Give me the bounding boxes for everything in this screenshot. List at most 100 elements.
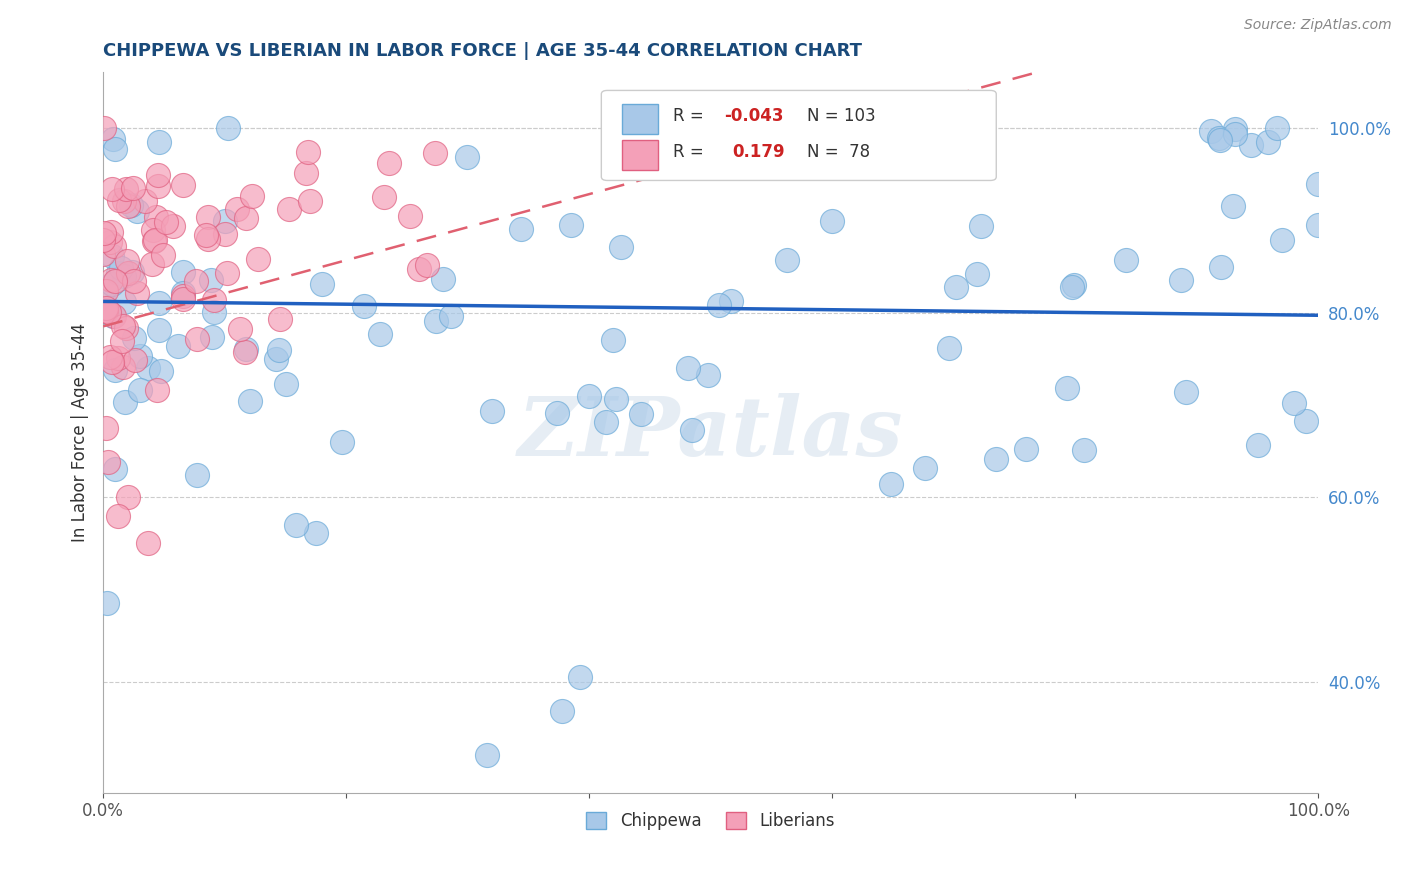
Point — [709, 298, 731, 312]
Point — [1056, 381, 1078, 395]
Point — [94, 421, 117, 435]
Point — [229, 322, 252, 336]
Point — [509, 222, 531, 236]
Point — [416, 258, 439, 272]
Point — [107, 508, 129, 523]
Point — [938, 341, 960, 355]
Point — [103, 310, 125, 324]
Point — [96, 304, 118, 318]
Point — [456, 150, 478, 164]
Point — [145, 384, 167, 398]
Point — [1175, 384, 1198, 399]
Point — [595, 415, 617, 429]
Point — [152, 248, 174, 262]
Point — [970, 219, 993, 233]
Point — [149, 364, 172, 378]
Point — [233, 344, 256, 359]
Point — [100, 350, 122, 364]
Point — [120, 198, 142, 212]
Point — [239, 394, 262, 409]
Point — [93, 120, 115, 135]
Point — [111, 319, 134, 334]
Point — [560, 218, 582, 232]
Point — [373, 190, 395, 204]
Point — [107, 351, 129, 365]
Point — [269, 343, 291, 358]
Point — [1240, 137, 1263, 152]
Point — [103, 239, 125, 253]
Point — [200, 273, 222, 287]
Point — [264, 352, 287, 367]
Point — [167, 338, 190, 352]
Point — [914, 460, 936, 475]
Point — [117, 199, 139, 213]
Point — [148, 323, 170, 337]
Point — [96, 285, 118, 299]
Point — [197, 232, 219, 246]
Point — [1257, 135, 1279, 149]
Point — [481, 404, 503, 418]
Point — [681, 423, 703, 437]
Point — [142, 222, 165, 236]
Point — [143, 233, 166, 247]
Point — [602, 333, 624, 347]
Point — [984, 451, 1007, 466]
Point — [172, 292, 194, 306]
Point — [104, 462, 127, 476]
Point — [112, 269, 135, 284]
Point — [432, 272, 454, 286]
Point — [720, 294, 742, 309]
FancyBboxPatch shape — [621, 140, 658, 170]
Point — [330, 435, 353, 450]
Point — [699, 120, 721, 135]
Point — [546, 406, 568, 420]
Point — [1225, 121, 1247, 136]
Point — [97, 305, 120, 319]
Point — [269, 312, 291, 326]
Point — [107, 266, 129, 280]
Text: ZIPatlas: ZIPatlas — [517, 392, 904, 473]
Point — [650, 120, 672, 135]
Point — [1222, 199, 1244, 213]
Point — [214, 227, 236, 242]
Legend: Chippewa, Liberians: Chippewa, Liberians — [581, 806, 841, 835]
Point — [103, 309, 125, 323]
Point — [134, 194, 156, 209]
Point — [100, 225, 122, 239]
Point — [108, 193, 131, 207]
Point — [202, 305, 225, 319]
Point — [277, 202, 299, 216]
Point — [104, 363, 127, 377]
Point — [1170, 272, 1192, 286]
Point — [1308, 219, 1330, 233]
Point — [966, 267, 988, 281]
Point — [217, 266, 239, 280]
Point — [1271, 233, 1294, 247]
Point — [136, 536, 159, 550]
Point — [112, 294, 135, 309]
Point — [880, 477, 903, 491]
Point — [1295, 413, 1317, 427]
Text: Source: ZipAtlas.com: Source: ZipAtlas.com — [1244, 18, 1392, 32]
Point — [377, 156, 399, 170]
Point — [201, 330, 224, 344]
Point — [104, 274, 127, 288]
Point — [146, 178, 169, 193]
Point — [368, 326, 391, 341]
FancyBboxPatch shape — [621, 104, 658, 135]
Point — [1308, 177, 1330, 191]
Point — [114, 395, 136, 409]
Point — [111, 334, 134, 348]
Point — [1223, 127, 1246, 141]
Point — [136, 361, 159, 376]
Point — [217, 120, 239, 135]
Point — [122, 274, 145, 288]
Point — [100, 273, 122, 287]
Point — [122, 331, 145, 345]
Point — [101, 355, 124, 369]
Point — [186, 332, 208, 346]
Point — [475, 747, 498, 762]
Point — [1073, 442, 1095, 457]
Point — [776, 253, 799, 268]
Point — [115, 253, 138, 268]
